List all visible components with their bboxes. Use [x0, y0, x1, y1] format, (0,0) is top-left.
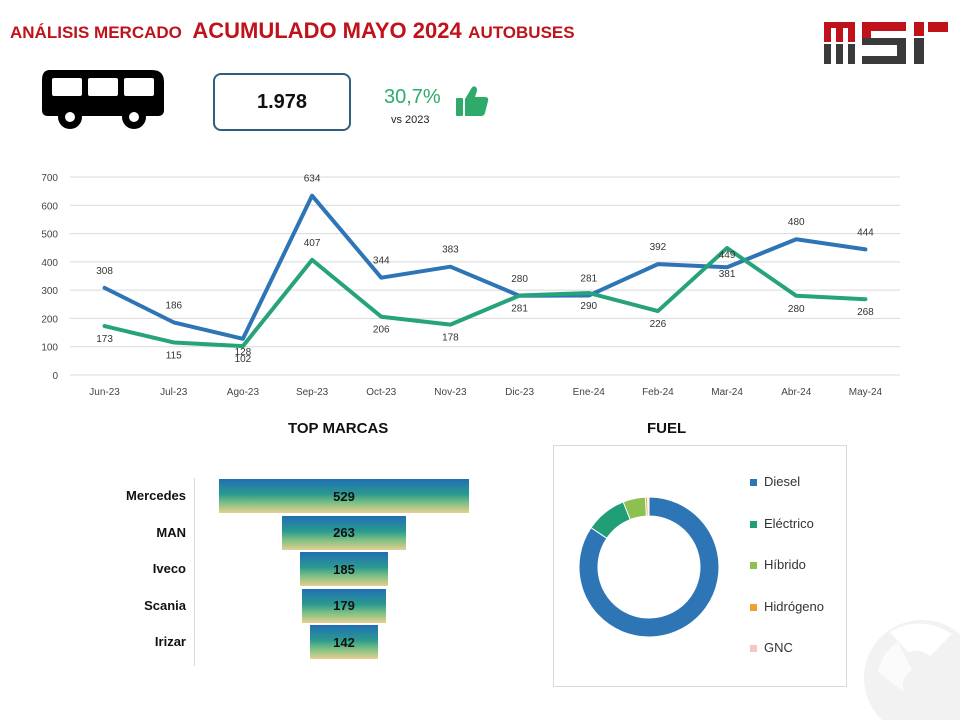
series-2-data-label: 407	[304, 238, 321, 249]
watermark-logo	[864, 620, 960, 720]
total-units-value: 1.978	[213, 73, 351, 131]
brand-bar: 529	[219, 479, 469, 513]
funnel-row: Scania 179	[100, 588, 500, 624]
fuel-chart-panel: Diesel Eléctrico Híbrido Hidrógeno GNC	[553, 445, 847, 687]
brand-label: Mercedes	[126, 488, 186, 503]
series-1-data-label: 186	[165, 300, 182, 311]
monthly-registrations-line-chart: 0 100 200 300 400 500 600 700 Jun-23 Jul-23 Ago-23…	[41, 173, 900, 398]
series-1-data-label: 281	[580, 274, 597, 285]
x-tick-label: Dic-23	[505, 387, 534, 398]
legend-swatch	[750, 520, 757, 528]
series-2-data-label: 449	[719, 250, 736, 261]
page-title: ANÁLISIS MERCADO ACUMULADO MAYO 2024 AUT…	[10, 18, 575, 44]
title-highlight: ACUMULADO MAYO 2024	[192, 18, 462, 43]
legend-label: Híbrido	[764, 557, 806, 572]
fuel-slice-gnc	[647, 496, 650, 517]
series-2-data-label: 178	[442, 333, 459, 344]
brand-label: MAN	[156, 524, 186, 540]
legend-swatch	[750, 479, 757, 486]
y-tick-label: 100	[41, 343, 58, 354]
x-tick-label: Ago-23	[227, 387, 260, 398]
x-tick-label: May-24	[849, 387, 883, 398]
series-1-data-label: 128	[235, 347, 252, 358]
series-2-data-label: 290	[580, 301, 597, 312]
series-1-data-label: 392	[650, 242, 667, 253]
series-1-data-label: 381	[719, 269, 736, 280]
bus-icon	[42, 70, 164, 129]
legend-label: Diesel	[764, 474, 801, 489]
x-tick-label: Feb-24	[642, 387, 674, 398]
series-1-data-label: 634	[304, 174, 321, 185]
funnel-row: Iveco 185	[100, 551, 500, 587]
thumbs-up-icon	[456, 86, 489, 116]
series-2-data-label: 102	[235, 354, 252, 365]
series-1-data-label: 480	[788, 217, 805, 228]
series-1-data-label: 308	[96, 266, 113, 277]
legend-swatch	[750, 562, 757, 569]
brand-label: Scania	[144, 597, 186, 613]
growth-percentage: 30,7%	[384, 86, 441, 108]
series-2-line	[102, 245, 868, 349]
series-1-data-label: 344	[373, 256, 390, 267]
x-tick-label: Abr-24	[781, 387, 811, 398]
y-tick-label: 200	[41, 314, 58, 325]
series-1-line	[102, 193, 868, 341]
funnel-axis	[194, 478, 195, 666]
x-tick-label: Nov-23	[434, 387, 467, 398]
legend-label: Eléctrico	[764, 515, 814, 531]
title-suffix: AUTOBUSES	[468, 23, 575, 42]
growth-comparison-label: vs 2023	[391, 114, 430, 126]
y-tick-label: 300	[41, 286, 58, 297]
series-2-data-label: 281	[511, 304, 528, 315]
fuel-title: FUEL	[647, 420, 687, 437]
series-1-data-label: 383	[442, 245, 459, 256]
brand-bar: 263	[281, 515, 407, 550]
y-tick-label: 0	[52, 371, 58, 382]
top-brands-funnel-chart: Mercedes 529 MAN 263 Iveco 185 Scania 179 Irizar…	[100, 478, 500, 668]
x-tick-label: Oct-23	[366, 387, 396, 398]
legend-label: Hidrógeno	[764, 598, 824, 614]
series-1-data-label: 280	[511, 274, 528, 285]
brand-label: Irizar	[154, 634, 186, 650]
msi-logo	[824, 22, 948, 64]
legend-swatch	[750, 603, 757, 611]
brand-bar: 142	[310, 625, 378, 660]
x-tick-label: Ene-24	[573, 387, 606, 398]
y-tick-label: 700	[41, 173, 58, 184]
series-1-data-label: 444	[857, 227, 874, 238]
series-2-data-label: 206	[373, 325, 390, 336]
brand-label: Iveco	[152, 561, 186, 577]
title-prefix: ANÁLISIS MERCADO	[10, 23, 182, 42]
fuel-donut-chart	[578, 496, 720, 638]
funnel-row: Mercedes 529	[100, 478, 500, 514]
x-tick-label: Mar-24	[711, 387, 743, 398]
y-tick-label: 600	[41, 201, 58, 212]
fuel-slice-diesel	[578, 496, 720, 638]
series-2-data-label: 115	[166, 350, 182, 361]
legend-label: GNC	[764, 640, 793, 655]
series-2-data-label: 268	[857, 307, 874, 318]
x-tick-label: Jun-23	[89, 387, 120, 398]
y-tick-label: 400	[41, 258, 58, 269]
brand-bar: 185	[300, 552, 388, 587]
series-2-data-label: 226	[650, 319, 667, 330]
brand-bar: 179	[301, 588, 387, 623]
top-brands-title: TOP MARCAS	[288, 420, 389, 437]
x-tick-label: Jul-23	[160, 387, 188, 398]
funnel-row: Irizar 142	[100, 624, 500, 660]
series-2-data-label: 173	[96, 334, 113, 345]
x-tick-label: Sep-23	[296, 387, 329, 398]
legend-swatch	[750, 645, 757, 652]
y-tick-label: 500	[41, 230, 58, 241]
series-2-data-label: 280	[788, 304, 805, 315]
funnel-row: MAN 263	[100, 515, 500, 551]
